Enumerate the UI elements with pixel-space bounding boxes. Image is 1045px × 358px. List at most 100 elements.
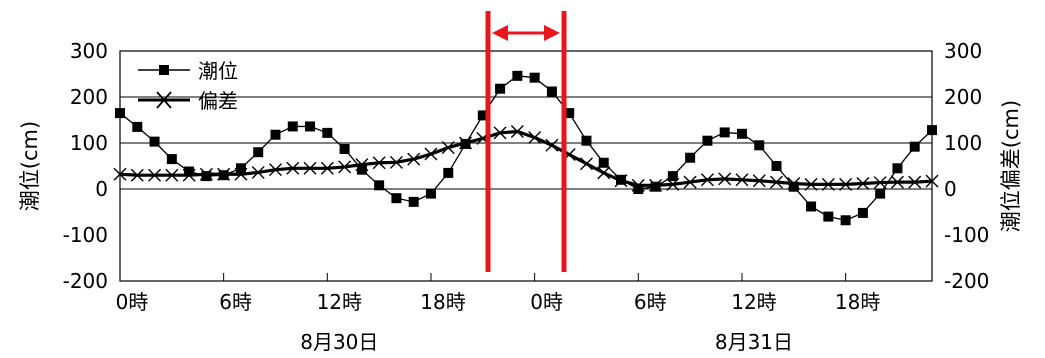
right-y-axis: -200 -100 0 100 200 300 (944, 39, 989, 293)
x-tick-label-1: 6時 (219, 290, 252, 314)
tide-point-31 (650, 181, 661, 192)
date-label-1: 8月31日 (715, 330, 793, 354)
deviation-point-stroke-b (407, 152, 421, 166)
deviation-point-stroke-b (908, 175, 922, 189)
deviation-point-46 (908, 175, 922, 189)
deviation-point-27 (579, 157, 593, 171)
deviation-point-41 (821, 177, 835, 191)
tide-point-7 (235, 163, 246, 174)
x-tick-label-7: 18時 (835, 290, 880, 314)
deviation-point-stroke-b (286, 161, 300, 175)
deviation-point-stroke-b (873, 176, 887, 190)
deviation-point-17 (407, 152, 421, 166)
left-y-tick-label-5: 300 (70, 39, 108, 63)
tide-point-10 (287, 121, 298, 132)
deviation-point-40 (804, 177, 818, 191)
deviation-point-stroke-b (389, 155, 403, 169)
deviation-point-13 (338, 160, 352, 174)
deviation-point-stroke-b (165, 168, 179, 182)
deviation-point-15 (372, 156, 386, 170)
tide-point-23 (512, 70, 523, 81)
tide-point-28 (598, 157, 609, 168)
tide-point-47 (927, 125, 937, 136)
deviation-point-45 (890, 175, 904, 189)
deviation-point-43 (856, 176, 870, 190)
deviation-point-0 (113, 167, 127, 181)
tide-point-3 (166, 154, 177, 165)
tide-point-30 (633, 184, 644, 194)
x-axis: 0時 6時 12時 18時 0時 6時 12時 18時 8月30日 8月31日 (116, 273, 880, 354)
deviation-point-stroke-b (735, 173, 749, 187)
x-tick-label-5: 6時 (634, 290, 667, 314)
right-y-tick-label-1: -100 (944, 223, 989, 247)
tide-point-24 (529, 72, 540, 83)
deviation-point-33 (683, 175, 697, 189)
tide-point-8 (253, 147, 264, 158)
deviation-point-stroke-b (268, 163, 282, 177)
right-y-tick-label-3: 100 (944, 131, 982, 155)
deviation-point-stroke-b (821, 177, 835, 191)
left-y-tick-label-1: -100 (63, 223, 108, 247)
right-y-axis-title: 潮位偏差(cm) (999, 100, 1023, 232)
legend-marker-deviation-b (156, 91, 172, 109)
series-layer (113, 70, 939, 226)
highlight-layer (485, 11, 567, 272)
tide-point-37 (754, 140, 765, 151)
deviation-point-stroke-b (804, 177, 818, 191)
deviation-point-stroke-b (251, 165, 265, 179)
tide-point-29 (616, 174, 627, 185)
deviation-point-36 (735, 173, 749, 187)
x-tick-label-2: 12時 (317, 290, 362, 314)
deviation-point-35 (718, 172, 732, 186)
plot-area (119, 50, 933, 282)
left-y-axis: -200 -100 0 100 200 300 (63, 39, 108, 293)
right-y-tick-label-4: 200 (944, 85, 982, 109)
tide-point-35 (719, 127, 730, 138)
deviation-point-stroke-b (493, 126, 507, 140)
deviation-point-16 (389, 155, 403, 169)
deviation-point-stroke-b (890, 175, 904, 189)
tide-point-15 (374, 180, 385, 191)
deviation-point-22 (493, 126, 507, 140)
deviation-point-28 (597, 166, 611, 180)
tide-point-46 (909, 141, 920, 152)
deviation-point-47 (925, 174, 939, 188)
x-tick-label-4: 0時 (530, 290, 563, 314)
deviation-point-stroke-b (839, 177, 853, 191)
right-y-tick-label-2: 0 (944, 177, 957, 201)
left-y-axis-title: 潮位(cm) (18, 121, 42, 211)
tide-point-33 (685, 152, 696, 163)
deviation-point-19 (441, 141, 455, 155)
deviation-point-10 (286, 161, 300, 175)
tide-point-12 (322, 127, 333, 138)
deviation-point-42 (839, 177, 853, 191)
deviation-point-stroke-b (130, 168, 144, 182)
deviation-point-stroke-b (148, 168, 162, 182)
tide-point-41 (823, 211, 834, 222)
tide-point-14 (356, 164, 367, 175)
legend-marker-tide (159, 65, 169, 75)
deviation-point-stroke-b (683, 175, 697, 189)
legend: 潮位 偏差 (138, 59, 238, 113)
tide-point-22 (495, 83, 506, 94)
tide-point-6 (218, 170, 229, 181)
deviation-point-stroke-b (424, 147, 438, 161)
highlight-arrow-head-left (491, 25, 508, 41)
deviation-point-stroke-b (597, 166, 611, 180)
deviation-point-stroke-b (372, 156, 386, 170)
tide-point-17 (408, 196, 419, 207)
deviation-point-1 (130, 168, 144, 182)
tide-point-32 (667, 171, 678, 182)
deviation-point-stroke-b (113, 167, 127, 181)
tide-point-2 (149, 136, 160, 147)
tide-point-21 (477, 110, 488, 121)
highlight-arrow-head-right (544, 25, 561, 41)
right-y-tick-label-0: -200 (944, 269, 989, 293)
tide-point-11 (305, 121, 316, 132)
deviation-point-stroke-b (752, 174, 766, 188)
left-y-tick-label-0: -200 (63, 269, 108, 293)
tide-point-25 (546, 86, 557, 97)
tide-point-27 (581, 135, 592, 146)
tide-point-4 (184, 166, 195, 177)
deviation-point-2 (148, 168, 162, 182)
